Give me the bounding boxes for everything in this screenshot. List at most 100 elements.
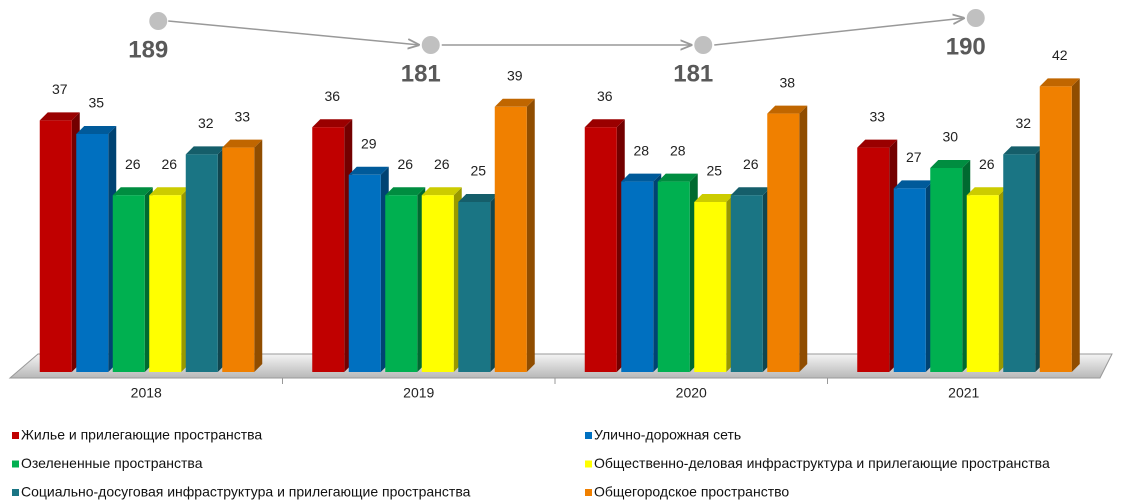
- bar-side: [799, 105, 808, 372]
- bar-top: [76, 126, 117, 134]
- value-label: 38: [779, 74, 795, 90]
- bar-top: [930, 160, 971, 168]
- legend-label: Социально-досуговая инфраструктура и при…: [21, 484, 471, 500]
- totals-label: 181: [673, 60, 713, 87]
- bar-group: [494, 98, 535, 373]
- value-label: 35: [88, 95, 104, 111]
- bar-group: [966, 187, 1007, 372]
- bar-top: [421, 187, 462, 196]
- bar-group: [767, 105, 808, 372]
- value-label: 32: [198, 115, 214, 131]
- value-label: 26: [125, 156, 141, 172]
- bar-top: [1039, 78, 1080, 87]
- value-label: 32: [1015, 115, 1031, 131]
- bar-top: [621, 173, 662, 182]
- bar-group: [39, 112, 80, 373]
- bar-top: [112, 187, 153, 196]
- value-label: 28: [633, 142, 649, 158]
- legend-swatch: [585, 460, 592, 468]
- bar-top: [458, 194, 499, 202]
- bar-top: [494, 98, 535, 107]
- totals-marker: [149, 12, 168, 30]
- bar: [76, 134, 109, 372]
- bar-group: [421, 187, 462, 372]
- bar: [730, 195, 763, 372]
- legend-swatch: [12, 460, 19, 468]
- value-label: 26: [161, 156, 177, 172]
- totals-marker: [694, 36, 713, 54]
- value-label: 29: [361, 136, 377, 152]
- bar-group: [1003, 146, 1044, 372]
- x-tick-label: 2019: [403, 385, 434, 401]
- bar-group: [657, 173, 698, 372]
- bar-top: [730, 187, 771, 196]
- legend-swatch: [12, 432, 19, 439]
- legend-swatch: [585, 432, 592, 439]
- bar-group: [76, 126, 117, 372]
- value-label: 25: [706, 163, 722, 179]
- bar-side: [1071, 78, 1080, 373]
- bar-group: [930, 160, 971, 372]
- bar-group: [694, 194, 735, 372]
- bar-top: [1003, 146, 1044, 155]
- bar-top: [966, 187, 1007, 196]
- bar: [930, 168, 963, 372]
- value-label: 26: [434, 156, 450, 172]
- bar: [312, 127, 345, 372]
- bar: [857, 147, 890, 372]
- value-label: 37: [52, 81, 68, 97]
- bar: [694, 202, 727, 372]
- value-label: 27: [906, 149, 922, 165]
- bar-group: [385, 187, 426, 372]
- legend-swatch: [12, 489, 19, 496]
- bar-group: [458, 194, 499, 372]
- bar-top: [694, 194, 735, 202]
- value-label: 36: [324, 88, 340, 104]
- bar-top: [584, 119, 625, 128]
- bar: [621, 181, 654, 372]
- bar-side: [254, 139, 263, 372]
- bar-group: [621, 173, 662, 372]
- bar: [421, 195, 454, 372]
- value-label: 36: [597, 88, 613, 104]
- bar-top: [39, 112, 80, 121]
- value-label: 25: [470, 163, 486, 179]
- bar: [39, 120, 72, 373]
- bar-group: [893, 180, 934, 372]
- bar-top: [767, 105, 808, 114]
- legend-label: Озелененные пространства: [21, 455, 203, 471]
- bar: [657, 181, 690, 372]
- bar-top: [657, 173, 698, 182]
- value-label: 33: [234, 108, 250, 124]
- legend-label: Жилье и прилегающие пространства: [21, 427, 262, 443]
- bar-top: [893, 180, 934, 189]
- legend-label: Общественно-деловая инфраструктура и при…: [594, 455, 1050, 471]
- bar: [112, 195, 145, 372]
- x-tick-label: 2020: [676, 385, 707, 401]
- bar-top: [312, 119, 353, 128]
- x-tick-label: 2021: [948, 385, 979, 401]
- bar: [893, 188, 926, 372]
- bar-group: [348, 166, 389, 372]
- bar: [185, 154, 218, 372]
- bar-group: [857, 139, 898, 372]
- bar-group: [730, 187, 771, 372]
- totals-label: 189: [128, 36, 168, 63]
- bar-group: [312, 119, 353, 372]
- value-label: 26: [743, 156, 759, 172]
- legend-label: Улично-дорожная сеть: [594, 427, 741, 443]
- bar: [1039, 86, 1072, 373]
- bar: [1003, 154, 1036, 372]
- bar: [222, 147, 255, 372]
- value-label: 42: [1052, 47, 1068, 63]
- value-label: 39: [507, 68, 523, 84]
- totals-label: 190: [946, 33, 986, 60]
- bar-group: [185, 146, 226, 372]
- bar: [966, 195, 999, 372]
- bar-group: [1039, 78, 1080, 373]
- totals-arrow: [714, 18, 965, 46]
- legend-label: Общегородское пространство: [594, 484, 789, 500]
- value-label: 33: [869, 108, 885, 124]
- bar: [458, 202, 491, 372]
